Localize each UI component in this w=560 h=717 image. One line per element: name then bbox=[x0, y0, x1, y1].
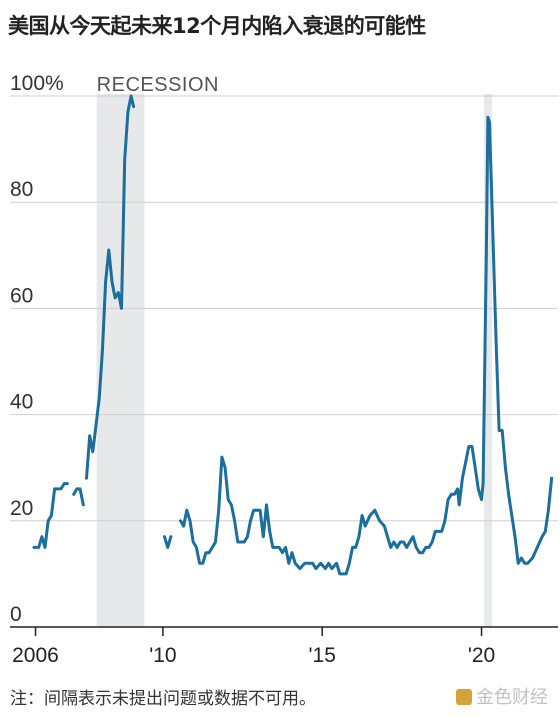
x-tick-label-2010: '10 bbox=[149, 644, 176, 667]
line-chart: RECESSION 0 20 40 60 80 100% 2006 '10 '15 '20 bbox=[10, 72, 558, 667]
axis-labels: RECESSION 0 20 40 60 80 100% 2006 '10 '15 '20 bbox=[10, 72, 495, 667]
x-axis bbox=[10, 626, 558, 636]
recession-bands bbox=[96, 94, 493, 627]
watermark-text: 金色财经 bbox=[476, 687, 548, 708]
recession-band-1 bbox=[484, 94, 493, 627]
x-tick-label-2020: '20 bbox=[468, 644, 495, 667]
y-tick-label-0: 0 bbox=[10, 603, 22, 626]
y-tick-label-40: 40 bbox=[10, 391, 33, 414]
gridlines bbox=[10, 95, 558, 522]
recession-band-0 bbox=[96, 94, 145, 627]
watermark: 金色财经 bbox=[456, 683, 548, 709]
y-tick-label-20: 20 bbox=[10, 497, 33, 520]
watermark-logo-icon bbox=[456, 689, 472, 705]
series-0-segment-3 bbox=[163, 535, 173, 549]
recession-label: RECESSION bbox=[97, 74, 219, 96]
series-lines bbox=[32, 94, 554, 576]
x-tick-label-2006: 2006 bbox=[12, 644, 59, 667]
chart-title: 美国从今天起未来12个月内陷入衰退的可能性 bbox=[8, 14, 426, 38]
series-0-segment-0 bbox=[32, 482, 69, 549]
series-0-segment-4 bbox=[179, 115, 554, 576]
y-tick-label-100: 100% bbox=[10, 72, 64, 95]
footnote: 注：间隔表示未提出问题或数据不可用。 bbox=[10, 689, 316, 709]
y-tick-label-60: 60 bbox=[10, 284, 33, 307]
series-0-segment-2 bbox=[85, 94, 136, 480]
series-0-segment-1 bbox=[72, 487, 85, 507]
x-tick-label-2015: '15 bbox=[309, 644, 336, 667]
y-tick-label-80: 80 bbox=[10, 178, 33, 201]
